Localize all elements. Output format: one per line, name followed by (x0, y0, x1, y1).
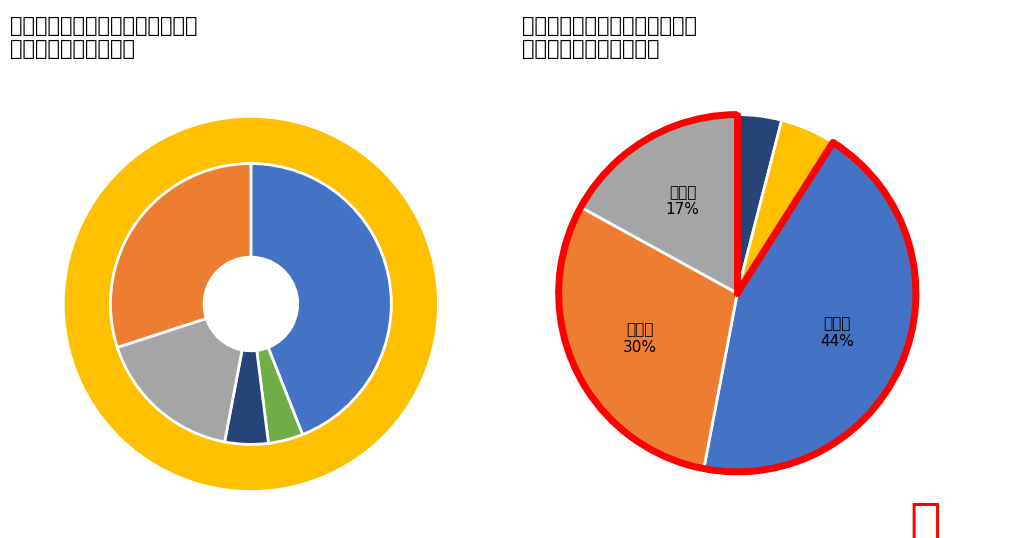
Wedge shape (581, 115, 737, 293)
Text: チキン
17%: チキン 17% (666, 185, 699, 217)
Text: 肉: 肉 (909, 499, 941, 538)
Text: ポーク
30%: ポーク 30% (624, 323, 657, 355)
Wedge shape (559, 207, 737, 469)
Wedge shape (257, 348, 302, 443)
Text: ビーフ
44%: ビーフ 44% (820, 316, 854, 349)
Wedge shape (703, 143, 915, 472)
Wedge shape (737, 120, 833, 293)
Text: 円グラフの一部を枠線で囲んで
データラベルを表示する: 円グラフの一部を枠線で囲んで データラベルを表示する (522, 16, 697, 59)
Wedge shape (224, 350, 268, 444)
Text: 一部だけ外側と内側の幅が異なる
二重のドーナツグラフ: 一部だけ外側と内側の幅が異なる 二重のドーナツグラフ (10, 16, 198, 59)
Wedge shape (737, 115, 781, 293)
Wedge shape (251, 164, 391, 435)
Wedge shape (63, 117, 438, 491)
Wedge shape (111, 164, 251, 348)
Wedge shape (118, 318, 242, 442)
